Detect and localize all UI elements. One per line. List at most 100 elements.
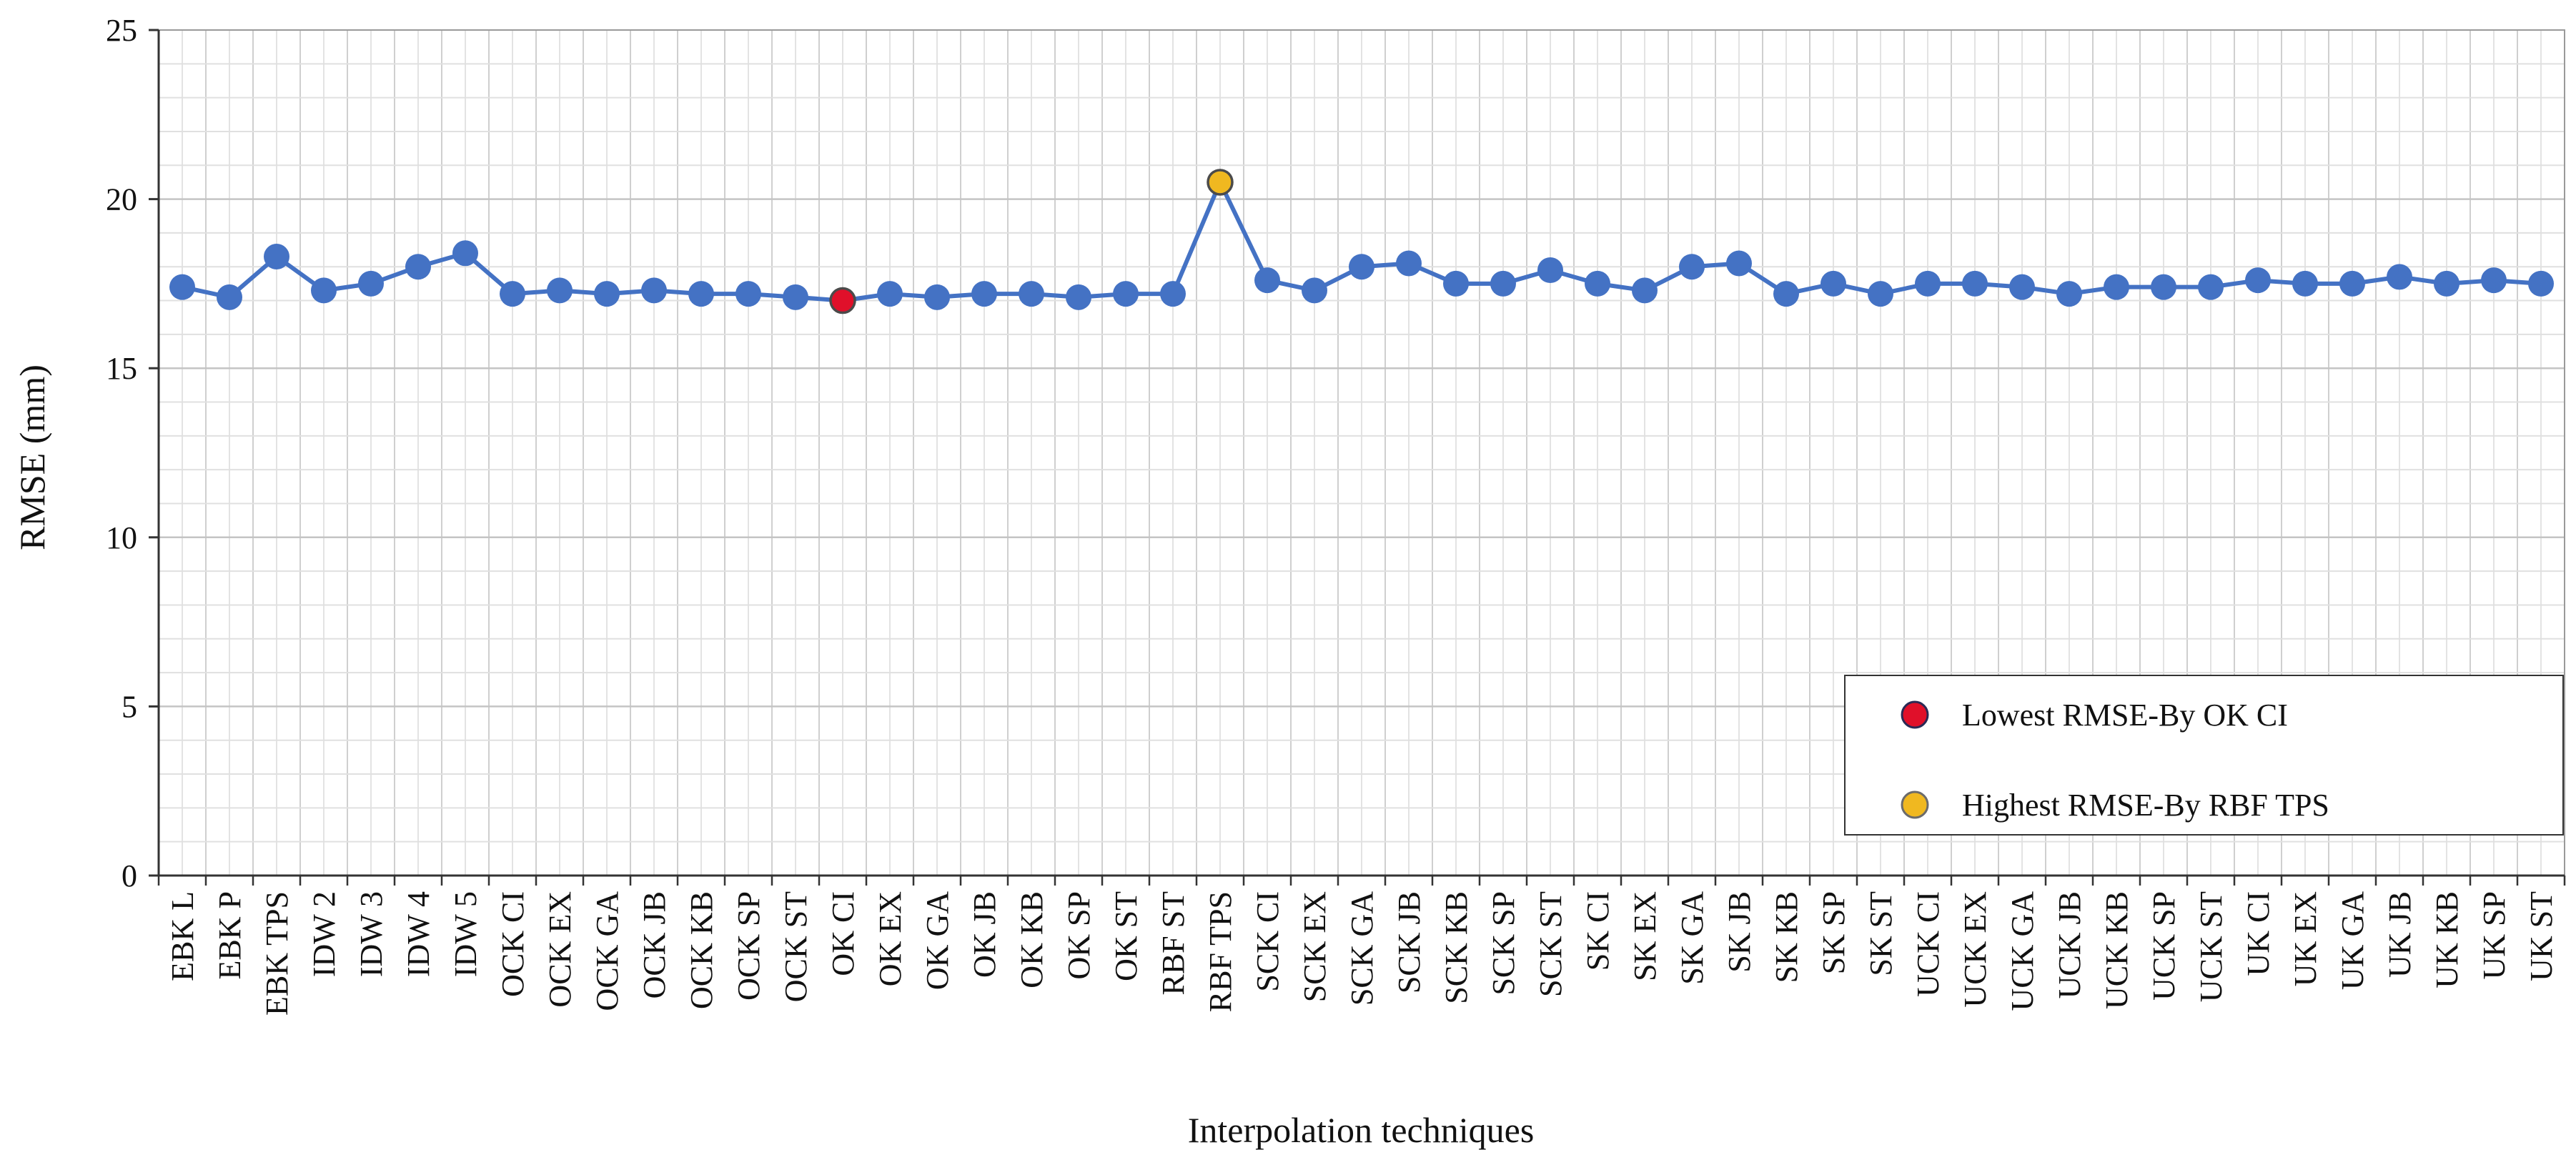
legend-marker-highest — [1901, 790, 1929, 819]
axes — [149, 29, 2566, 886]
data-point — [358, 270, 384, 297]
data-point — [971, 281, 997, 307]
x-tick-label: SCK EX — [1297, 891, 1332, 1002]
data-point — [924, 284, 950, 310]
x-tick-label: OCK CI — [495, 891, 530, 997]
y-tick-label: 20 — [106, 182, 137, 217]
gridlines — [159, 30, 2565, 876]
data-point — [2245, 267, 2271, 294]
data-point — [1066, 284, 1091, 310]
x-tick-label: SK EX — [1628, 891, 1663, 981]
data-point — [594, 281, 620, 307]
data-point — [1585, 270, 1610, 297]
labels: 0 5 10 15 20 25 EBK L EBK P EBK TPS IDW 2 IDW 3 IDW… — [106, 13, 2559, 1016]
x-tick-label: UK ST — [2524, 891, 2559, 981]
data-point — [1820, 270, 1846, 297]
x-axis-title: Interpolation techniques — [1188, 1110, 1535, 1150]
x-tick-label: OK JB — [967, 891, 1002, 978]
x-tick-label: OK SP — [1061, 891, 1096, 980]
x-tick-label: OK CI — [826, 891, 861, 976]
x-tick-label: UK CI — [2241, 891, 2276, 976]
x-tick-label: OCK ST — [778, 891, 813, 1002]
series-layer — [169, 169, 2554, 314]
data-point — [1679, 254, 1705, 280]
data-point — [783, 284, 808, 310]
data-point — [1915, 270, 1941, 297]
x-tick-label: OCK JB — [637, 891, 672, 998]
y-tick-label: 25 — [106, 13, 137, 48]
x-tick-label: IDW 2 — [307, 891, 342, 977]
x-tick-label: UCK SP — [2146, 891, 2181, 1001]
data-point — [2056, 281, 2082, 307]
data-point — [735, 281, 761, 307]
data-point — [1113, 281, 1139, 307]
data-point — [1726, 250, 1752, 277]
data-point — [1254, 267, 1280, 294]
data-point — [688, 281, 714, 307]
x-tick-label: UK KB — [2429, 891, 2464, 988]
data-point — [1773, 281, 1799, 307]
data-point — [1019, 281, 1044, 307]
x-tick-label: SK KB — [1769, 891, 1804, 983]
x-tick-label: SCK CI — [1250, 891, 1285, 992]
legend-marker-lowest — [1901, 700, 1929, 729]
x-tick-label: EBK L — [165, 891, 200, 981]
data-point — [2339, 270, 2365, 297]
data-point — [1632, 277, 1658, 304]
data-point — [1443, 270, 1469, 297]
data-point — [2198, 274, 2224, 300]
legend-box — [1844, 675, 2564, 836]
x-tick-label: OCK SP — [731, 891, 766, 1001]
x-tick-label: IDW 5 — [448, 891, 483, 977]
x-tick-label: UCK ST — [2194, 891, 2229, 1002]
x-tick-label: OK GA — [920, 891, 955, 990]
data-point — [405, 254, 431, 280]
data-point — [1349, 254, 1374, 280]
y-tick-label: 0 — [122, 858, 137, 893]
x-tick-label: UK EX — [2288, 891, 2323, 986]
x-tick-label: UCK KB — [2099, 891, 2134, 1009]
y-tick-label: 10 — [106, 520, 137, 555]
x-tick-label: UK SP — [2477, 891, 2512, 980]
data-point — [2009, 274, 2035, 300]
x-tick-label: UCK JB — [2052, 891, 2087, 998]
x-tick-label: OCK KB — [684, 891, 719, 1009]
data-point — [1537, 257, 1563, 283]
data-point — [1160, 281, 1186, 307]
x-tick-label: SK JB — [1722, 891, 1757, 973]
data-point — [264, 244, 289, 270]
x-tick-label: SCK SP — [1486, 891, 1521, 996]
data-point — [169, 274, 195, 300]
x-tick-label: RBF TPS — [1203, 891, 1238, 1012]
x-tick-label: SCK JB — [1392, 891, 1427, 993]
y-tick-label: 15 — [106, 351, 137, 386]
data-point — [2481, 267, 2507, 294]
x-tick-label: SK SP — [1816, 891, 1851, 974]
data-point — [547, 277, 573, 304]
x-tick-label: UCK EX — [1958, 891, 1993, 1008]
x-tick-label: OK ST — [1109, 891, 1144, 981]
data-point — [877, 281, 903, 307]
data-point — [1302, 277, 1327, 304]
data-point — [452, 240, 478, 267]
x-tick-label: IDW 3 — [354, 891, 389, 977]
highlight-point — [829, 287, 856, 314]
x-tick-label: EBK P — [212, 891, 247, 979]
x-tick-label: IDW 4 — [401, 891, 436, 977]
highlight-point — [1207, 169, 1234, 196]
data-point — [1396, 250, 1422, 277]
x-tick-label: OCK EX — [543, 891, 578, 1008]
data-point — [2434, 270, 2459, 297]
legend-label-highest: Highest RMSE-By RBF TPS — [1962, 788, 2329, 823]
x-tick-label: OCK GA — [590, 891, 625, 1011]
data-point — [641, 277, 667, 304]
data-point — [2151, 274, 2176, 300]
x-tick-label: RBF ST — [1156, 891, 1191, 996]
data-point — [1962, 270, 1988, 297]
legend-label-lowest: Lowest RMSE-By OK CI — [1962, 698, 2288, 733]
x-tick-label: EBK TPS — [259, 891, 294, 1016]
data-point — [311, 277, 337, 304]
x-tick-label: OK KB — [1014, 891, 1049, 988]
